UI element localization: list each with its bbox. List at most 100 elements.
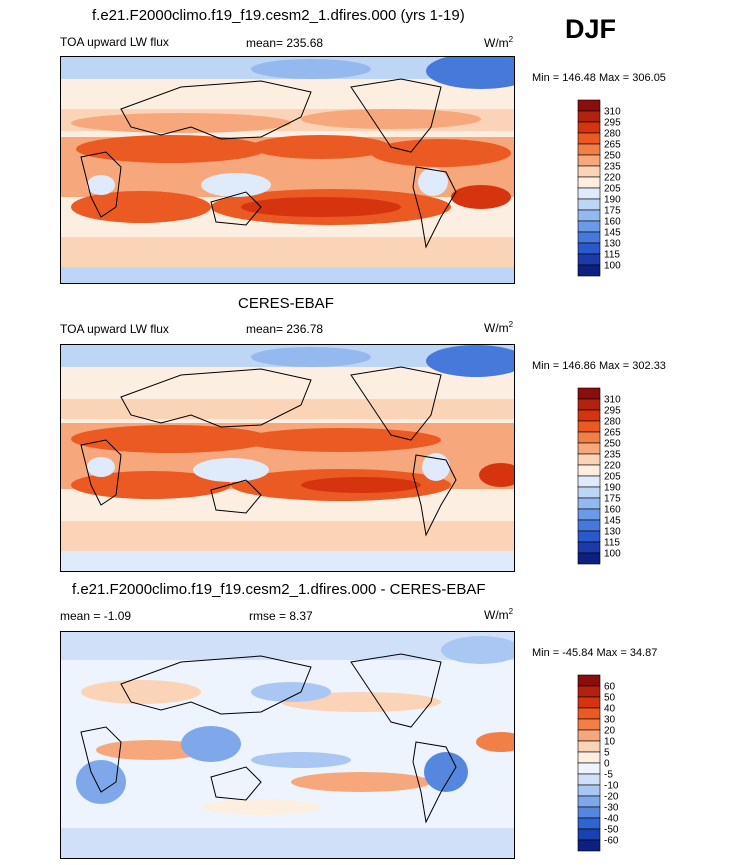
colorbar-tick-label: 145 — [604, 228, 621, 239]
colorbar-tick-label: -5 — [604, 770, 613, 781]
colorbar-box — [577, 740, 601, 753]
colorbar-box — [577, 187, 601, 200]
panel-3-map — [60, 631, 515, 859]
colorbar-box — [577, 176, 601, 189]
panel-1-title: f.e21.F2000climo.f19_f19.cesm2_1.dfires.… — [92, 7, 465, 24]
colorbar-tick-label: 205 — [604, 472, 621, 483]
season-label: DJF — [565, 14, 617, 44]
panel-3-map-field — [61, 632, 514, 858]
panel-2-minmax: Min = 146.86 Max = 302.33 — [532, 360, 666, 372]
colorbar-tick-label: 160 — [604, 217, 621, 228]
colorbar-box — [577, 453, 601, 466]
colorbar-tick-label: 0 — [604, 759, 610, 770]
colorbar-box — [577, 398, 601, 411]
colorbar-box — [577, 253, 601, 266]
panel-3-title: f.e21.F2000climo.f19_f19.cesm2_1.dfires.… — [72, 581, 486, 598]
panel-2-map-field — [61, 345, 514, 571]
colorbar-tick-label: 130 — [604, 527, 621, 538]
colorbar-tick-label: -60 — [604, 836, 619, 847]
colorbar-box — [577, 773, 601, 786]
panel-3-units: W/m2 — [484, 607, 514, 622]
colorbar-tick-label: 10 — [604, 737, 616, 748]
colorbar-box — [577, 552, 601, 565]
colorbar-tick-label: 250 — [604, 151, 621, 162]
colorbar-box — [577, 387, 601, 400]
colorbar-box — [577, 420, 601, 433]
colorbar-tick-label: 100 — [604, 549, 621, 560]
colorbar-tick-label: 160 — [604, 505, 621, 516]
colorbar-tick-label: 220 — [604, 461, 621, 472]
colorbar-tick-label: -10 — [604, 781, 619, 792]
colorbar-box — [577, 828, 601, 841]
colorbar-tick-label: 50 — [604, 693, 616, 704]
colorbar-box — [577, 242, 601, 255]
colorbar-box — [577, 154, 601, 167]
colorbar-box — [577, 231, 601, 244]
colorbar-box — [577, 486, 601, 499]
panel-2-title: CERES-EBAF — [238, 295, 334, 312]
colorbar-box — [577, 817, 601, 830]
panel-2-colorbar: 310 295 280 265 250 235 220 205 190 175 160 145 130 1… — [577, 387, 638, 565]
colorbar-tick-label: 20 — [604, 726, 616, 737]
colorbar-box — [577, 409, 601, 422]
colorbar-box — [577, 431, 601, 444]
colorbar-tick-label: 235 — [604, 450, 621, 461]
colorbar-box — [577, 110, 601, 123]
colorbar-tick-label: 235 — [604, 162, 621, 173]
panel-3-rmse: rmse = 8.37 — [249, 609, 313, 623]
colorbar-box — [577, 806, 601, 819]
colorbar-box — [577, 530, 601, 543]
colorbar-box — [577, 696, 601, 709]
colorbar-tick-label: 295 — [604, 406, 621, 417]
colorbar-tick-label: 30 — [604, 715, 616, 726]
colorbar-tick-label: 280 — [604, 417, 621, 428]
colorbar-box — [577, 729, 601, 742]
colorbar-box — [577, 209, 601, 222]
colorbar-box — [577, 762, 601, 775]
colorbar-box — [577, 707, 601, 720]
panel-1-mean: mean= 235.68 — [246, 36, 324, 50]
colorbar-tick-label: 115 — [604, 538, 620, 549]
colorbar-box — [577, 475, 601, 488]
colorbar-tick-label: 310 — [604, 395, 621, 406]
colorbar-box — [577, 121, 601, 134]
colorbar-tick-label: 250 — [604, 439, 621, 450]
colorbar-box — [577, 784, 601, 797]
panel-1-colorbar: 310 295 280 265 250 235 220 205 190 175 160 145 130 1… — [577, 99, 638, 277]
colorbar-box — [577, 718, 601, 731]
colorbar-box — [577, 839, 601, 852]
colorbar-box — [577, 751, 601, 764]
colorbar-tick-label: 130 — [604, 239, 621, 250]
colorbar-tick-label: 145 — [604, 516, 621, 527]
colorbar-box — [577, 508, 601, 521]
panel-1-map-field — [61, 57, 514, 283]
panel-2-mean: mean= 236.78 — [246, 322, 324, 336]
colorbar-tick-label: 190 — [604, 195, 621, 206]
colorbar-box — [577, 442, 601, 455]
colorbar-box — [577, 685, 601, 698]
panel-3-mean: mean = -1.09 — [60, 609, 132, 623]
colorbar-tick-label: 115 — [604, 250, 620, 261]
colorbar-box — [577, 464, 601, 477]
panel-1-minmax: Min = 146.48 Max = 306.05 — [532, 72, 666, 84]
colorbar-box — [577, 198, 601, 211]
colorbar-tick-label: 310 — [604, 107, 621, 118]
panel-3-colorbar: 60 50 40 30 20 10 5 0 -5 -10 -20 -30 -40 -50 -60 — [577, 674, 638, 852]
colorbar-tick-label: 100 — [604, 261, 621, 272]
colorbar-box — [577, 674, 601, 687]
colorbar-tick-label: -50 — [604, 825, 619, 836]
colorbar-tick-label: 190 — [604, 483, 621, 494]
panel-2-units: W/m2 — [484, 320, 514, 335]
colorbar-box — [577, 519, 601, 532]
panel-2-variable: TOA upward LW flux — [60, 322, 169, 336]
colorbar-tick-label: 295 — [604, 118, 621, 129]
colorbar-tick-label: 220 — [604, 173, 621, 184]
colorbar-tick-label: -40 — [604, 814, 619, 825]
colorbar-tick-label: 60 — [604, 682, 616, 693]
colorbar-box — [577, 264, 601, 277]
colorbar-tick-label: 265 — [604, 140, 621, 151]
colorbar-box — [577, 143, 601, 156]
colorbar-box — [577, 132, 601, 145]
colorbar-tick-label: 175 — [604, 206, 621, 217]
colorbar-box — [577, 497, 601, 510]
